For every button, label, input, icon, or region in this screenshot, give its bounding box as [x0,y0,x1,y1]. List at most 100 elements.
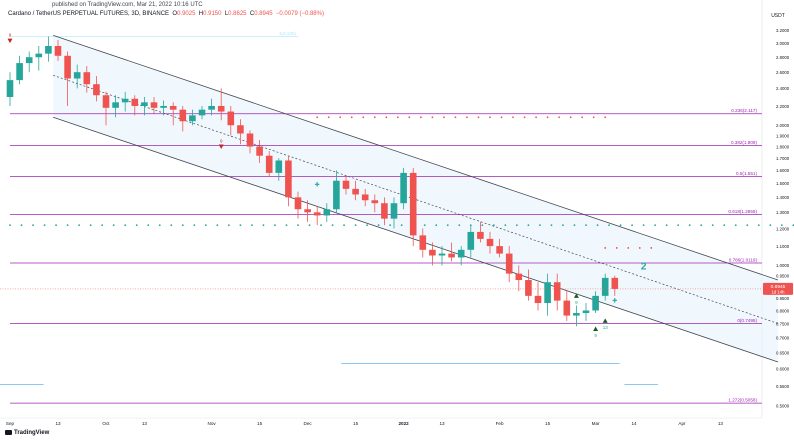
pivot-dot [308,224,311,227]
buy-plus-icon: ✚ [315,182,320,189]
pivot-dot [562,224,564,227]
pivot-dot [454,116,457,119]
candle-body [131,98,139,106]
pivot-dot [89,224,92,227]
candle-body [25,57,33,64]
price-tick-label: 1.6000 [776,168,790,173]
pivot-dot [596,224,599,227]
pivot-dot [585,224,587,227]
price-tick-label: 0.7000 [776,335,790,340]
pivot-dot [147,224,150,227]
price-tag [763,282,793,295]
candle-body [534,295,542,304]
pivot-dot [627,247,630,249]
candle-body [515,273,523,281]
price-tick-label: 0.5500 [776,384,790,389]
candle-body [169,105,177,110]
pivot-dot [373,116,376,119]
price-tick-label: 1.1000 [776,244,790,249]
fib-label: 0.786(1.0119) [729,257,758,262]
pivot-dot [262,224,265,227]
pivot-dot [350,116,353,119]
pivot-dot [757,224,760,227]
time-tick-label: Oct [102,421,110,426]
time-tick-label: Apr [678,421,686,426]
price-tick-label: 0.9500 [776,274,790,279]
pivot-dot [423,224,426,227]
candle-body [467,231,475,250]
pivot-dot [343,224,345,227]
candle-body [179,109,187,122]
pivot-dot [665,224,668,227]
candle-body [160,105,167,108]
pivot-dot [492,224,495,227]
candle-body [285,160,292,198]
pivot-dot [481,224,484,227]
candle-body [448,253,455,258]
symbol-title: Cardano / TetherUS PERPETUAL FUTURES, 3D… [8,11,170,17]
candle-body [601,277,609,296]
pivot-dot [535,116,537,119]
pivot-dot [216,224,219,227]
chart-header: published on TradingView.com, Mar 21, 20… [0,0,794,22]
pivot-dot [446,224,449,227]
price-tick-label: 1.3000 [776,210,790,215]
marker-label: 13 [603,325,609,330]
pivot-dot [515,224,518,227]
pivot-dot [573,224,576,227]
symbol-ohlc: Cardano / TetherUS PERPETUAL FUTURES, 3D… [8,11,324,17]
pivot-dot [396,116,399,119]
candle-body [582,310,590,314]
candle-body [121,98,129,103]
price-tick-label: 0.6000 [776,366,790,371]
candle-body [256,146,263,156]
time-tick-label: 15 [545,421,551,426]
pivot-dot [354,224,357,227]
candle-body [381,203,388,219]
candle-body [73,72,81,79]
pivot-dot [78,224,81,227]
price-tick-label: 2.0000 [776,123,790,128]
pivot-dot [193,224,196,227]
candle-body [189,115,196,122]
candle-body [419,235,427,250]
candle-body [544,282,551,304]
pivot-dot [339,116,342,119]
pivot-dot [466,116,468,119]
pivot-dot [285,224,288,227]
fib-label: 0.236(2.117) [731,108,757,113]
pivot-dot [55,224,57,227]
pivot-dot [43,224,46,227]
pivot-dot [239,224,242,227]
candle-body [45,45,52,54]
time-tick-label: Nov [208,421,217,426]
time-tick-label: 14 [631,421,637,426]
candle-body [553,282,561,301]
candle-body [102,95,110,108]
candle-body [371,200,379,204]
tradingview-logo: TradingView [5,430,49,436]
fib-label: 0.382(1.809) [731,140,758,145]
pivot-dot [431,116,434,119]
candle-body [141,102,148,106]
price-tag-countdown: 1d 14h [772,289,785,294]
marker-label: 9 [9,33,12,38]
pivot-dot [769,224,772,227]
pivot-dot [274,224,276,227]
candle-body [83,72,91,85]
pivot-dot [546,116,549,119]
pivot-dot [619,224,622,227]
candle-body [112,102,119,108]
price-tick-label: 1.8000 [776,144,790,149]
pivot-dot [558,116,561,119]
published-note: published on TradingView.com, Mar 21, 20… [52,2,203,8]
price-tick-label: 2.8000 [776,55,790,60]
candle-body [477,231,484,239]
marker-label: 9 [594,333,597,338]
price-tick-label: 3.2000 [776,28,790,33]
price-tick-label: 3.0000 [776,41,790,46]
price-tag-value: 0.8945 [771,284,786,290]
time-tick-label: 13 [439,421,445,426]
candle-body [390,203,398,219]
